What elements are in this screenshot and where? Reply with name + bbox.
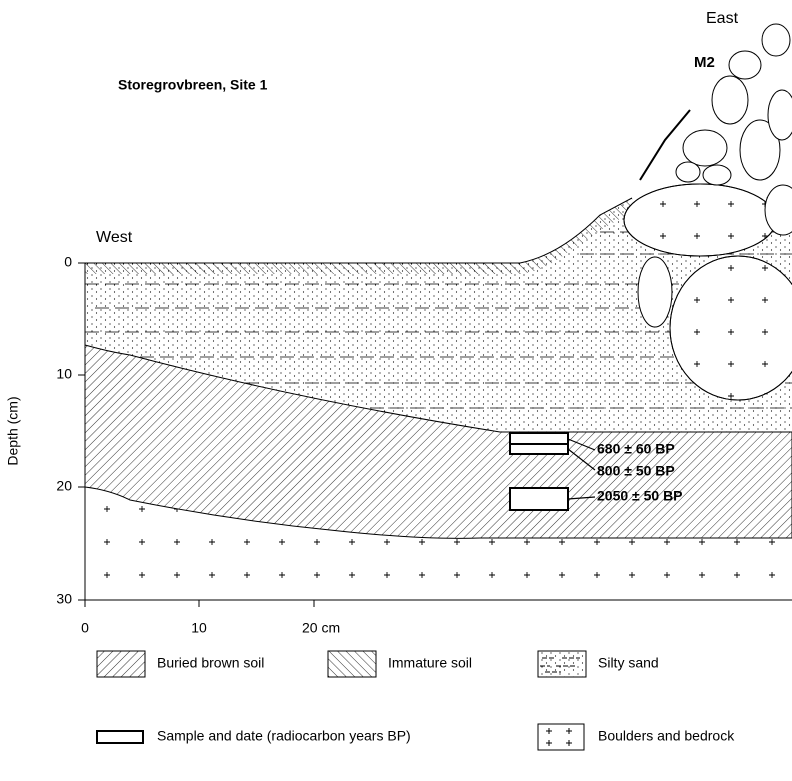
y-tick-label: 20 [56, 478, 72, 494]
y-tick-label: 0 [64, 254, 72, 270]
west-label: West [96, 229, 133, 246]
x-tick-label: 10 [191, 620, 207, 636]
x-tick-label: 20 cm [302, 620, 340, 636]
y-axis-label: Depth (cm) [5, 396, 21, 465]
legend-label: Boulders and bedrock [598, 728, 735, 744]
sample-label: 680 ± 60 BP [597, 441, 675, 457]
moraine-label: M2 [694, 54, 715, 71]
legend-label: Immature soil [388, 655, 472, 671]
legend-label: Buried brown soil [157, 655, 264, 671]
sample-label: 800 ± 50 BP [597, 463, 675, 479]
sample-label: 2050 ± 50 BP [597, 488, 683, 504]
diagram: 680 ± 60 BP 800 ± 50 BP 2050 ± 50 BP 0 1… [0, 0, 792, 776]
legend-label: Silty sand [598, 655, 659, 671]
title: Storegrovbreen, Site 1 [118, 77, 268, 93]
page: 680 ± 60 BP 800 ± 50 BP 2050 ± 50 BP 0 1… [0, 0, 792, 781]
y-tick-label: 30 [56, 591, 72, 607]
legend-label: Sample and date (radiocarbon years BP) [157, 728, 411, 744]
x-tick-label: 0 [81, 620, 89, 636]
y-tick-label: 10 [56, 366, 72, 382]
east-label: East [706, 10, 739, 27]
